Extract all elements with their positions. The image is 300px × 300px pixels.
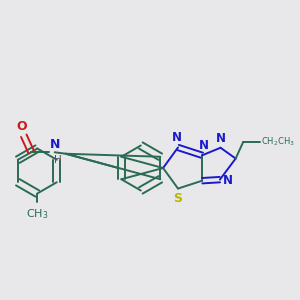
Text: H: H [53, 155, 61, 165]
Text: CH$_2$CH$_3$: CH$_2$CH$_3$ [261, 135, 294, 148]
Text: S: S [173, 192, 182, 205]
Text: CH$_3$: CH$_3$ [26, 207, 49, 221]
Text: N: N [50, 138, 61, 152]
Text: N: N [198, 139, 208, 152]
Text: O: O [16, 120, 27, 133]
Text: N: N [223, 174, 233, 187]
Text: N: N [215, 132, 226, 145]
Text: N: N [172, 131, 182, 145]
